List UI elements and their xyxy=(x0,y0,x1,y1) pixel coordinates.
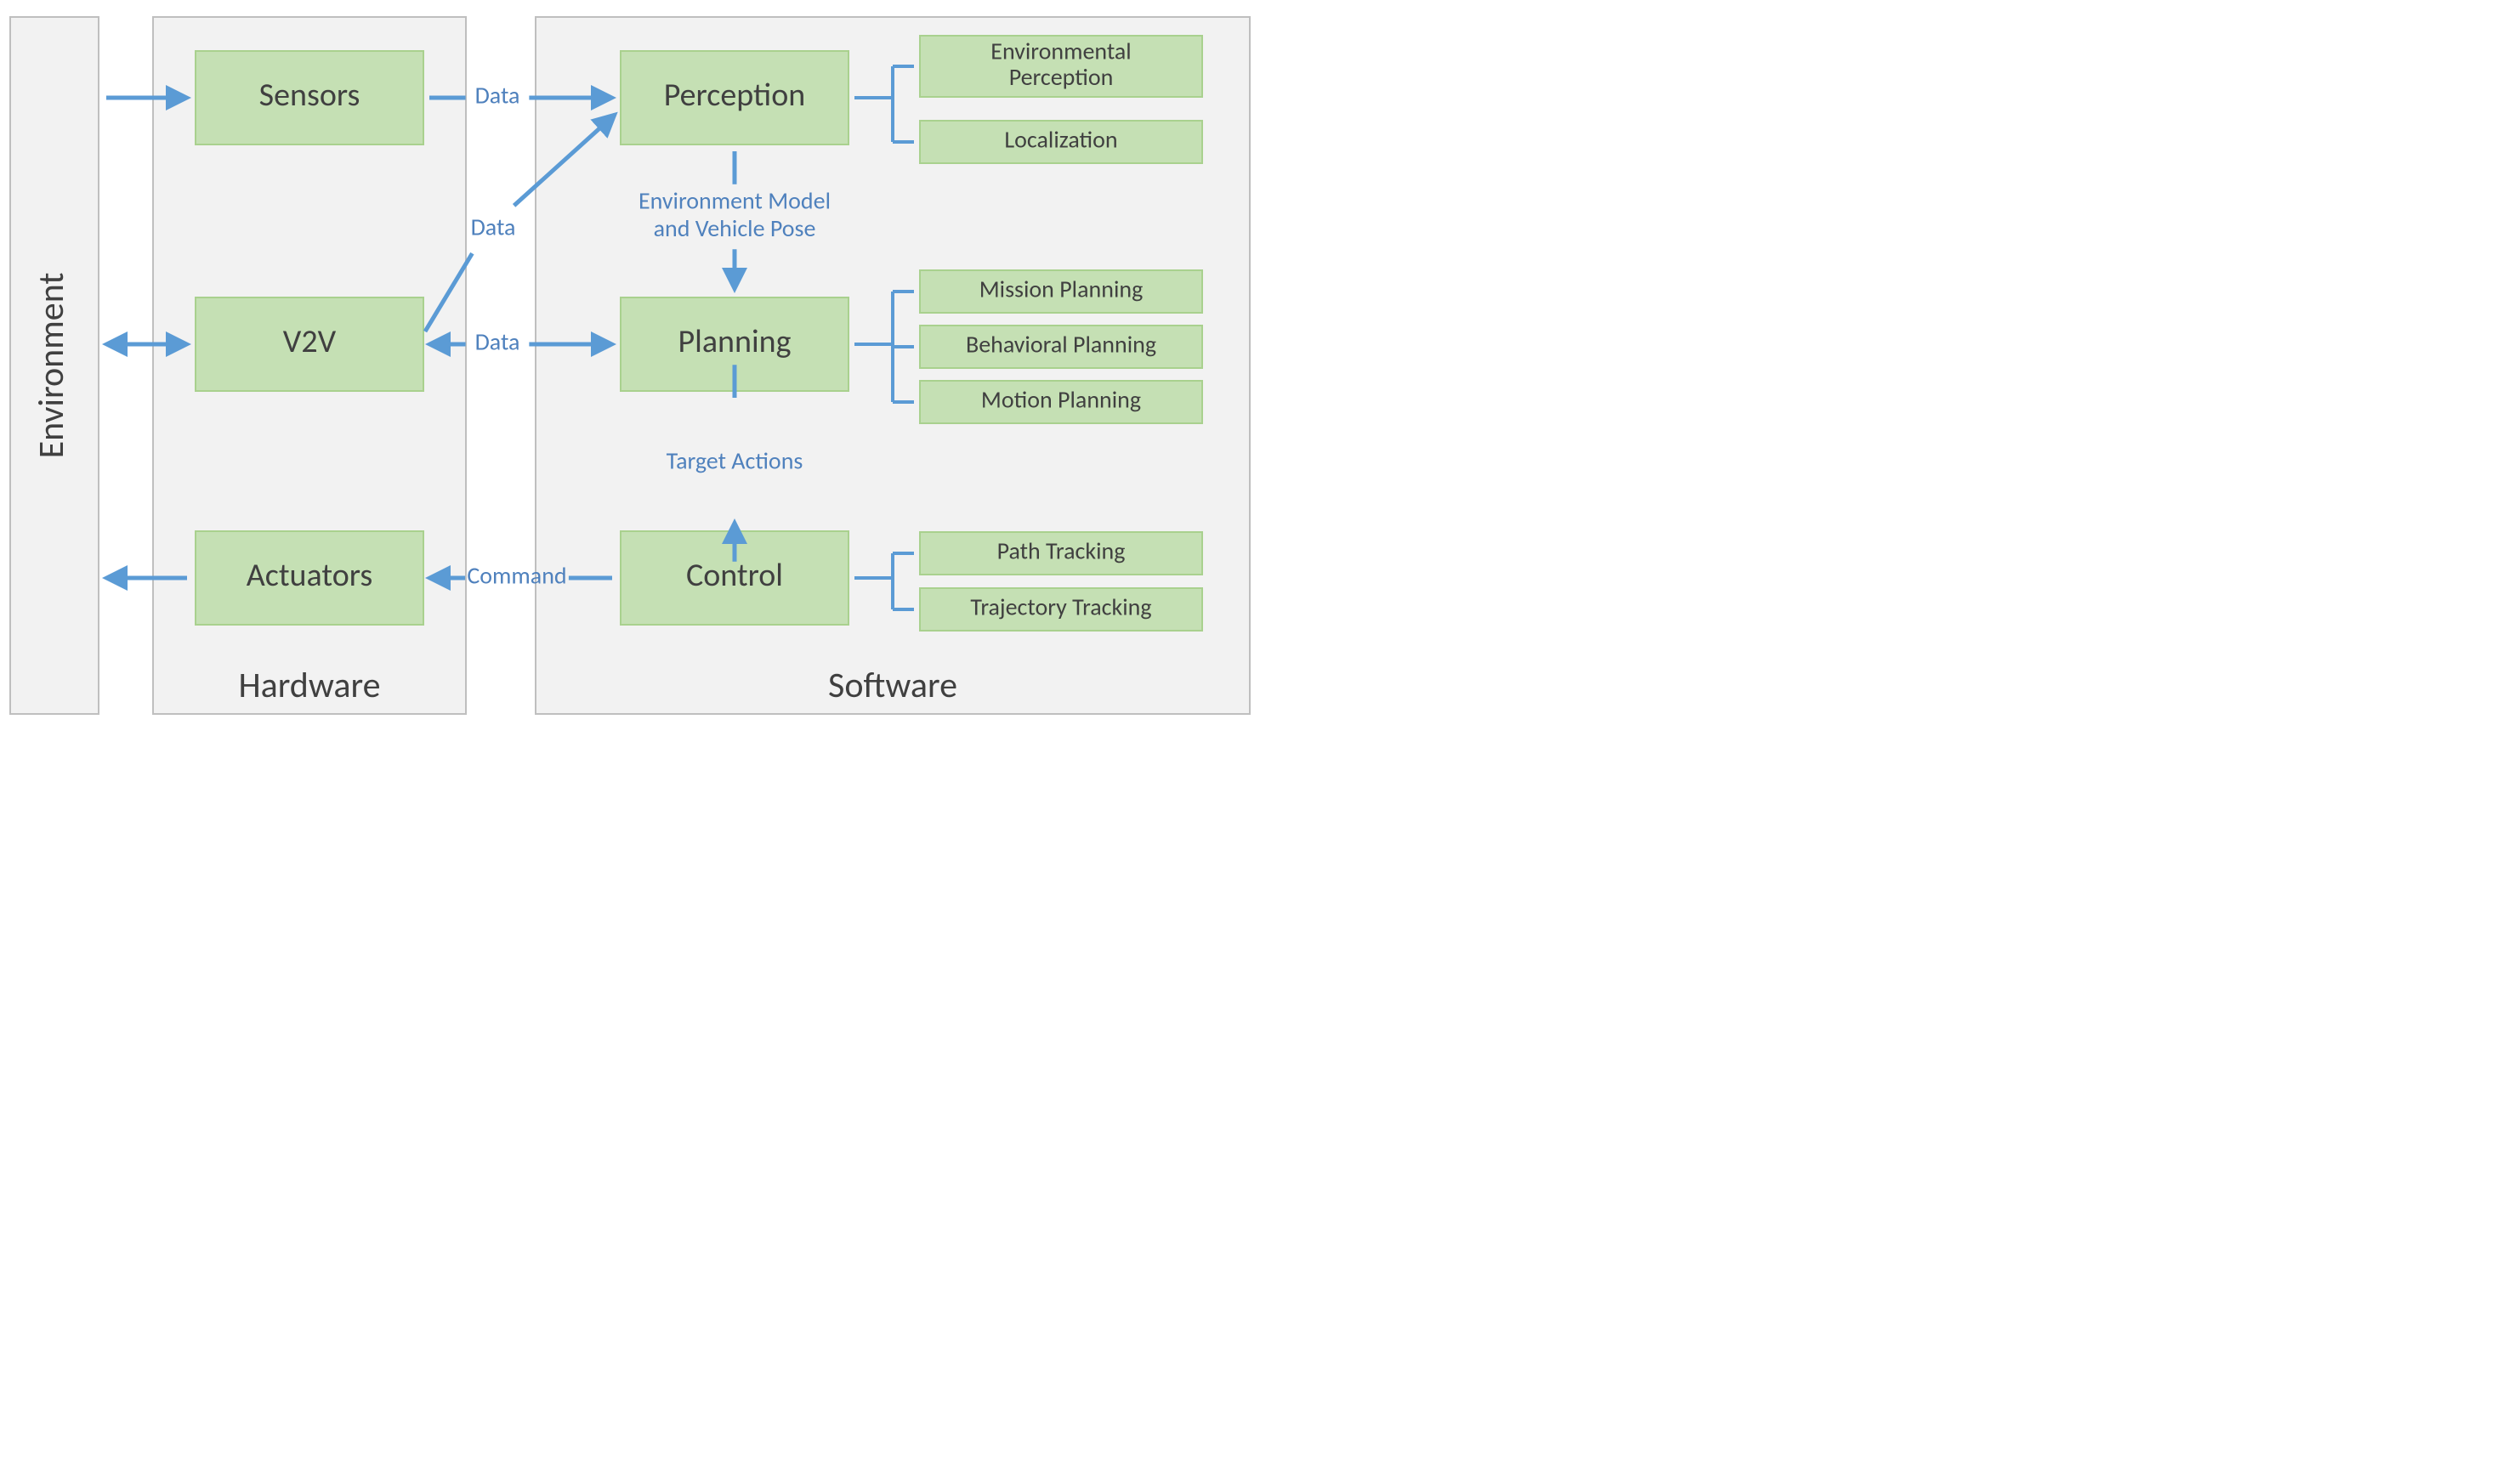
node-control-label: Control xyxy=(686,556,783,595)
node-behavioral_planning-label: Behavioral Planning xyxy=(966,330,1156,360)
edge-v2v-perc-label: Data xyxy=(471,212,516,242)
edge-control-actuators-label: Command xyxy=(467,561,566,591)
node-path_tracking-label: Path Tracking xyxy=(997,536,1126,566)
node-perception-label: Perception xyxy=(664,76,805,115)
edge-planning-control-label: Target Actions xyxy=(667,446,803,476)
edge-sensors-perc-label: Data xyxy=(475,81,520,110)
edge-v2v-planning-label: Data xyxy=(475,327,520,357)
panel-environment-label: Environment xyxy=(30,273,73,459)
node-motion_planning-label: Motion Planning xyxy=(981,385,1141,415)
panel-software-label: Software xyxy=(828,664,957,707)
node-sensors-label: Sensors xyxy=(259,76,360,115)
node-trajectory_tracking-label: Trajectory Tracking xyxy=(970,592,1151,622)
edge-perc-planning-label: Environment Model xyxy=(639,186,831,216)
node-env_perception-label: Perception xyxy=(1009,62,1114,92)
node-mission_planning-label: Mission Planning xyxy=(979,275,1144,304)
node-v2v-label: V2V xyxy=(283,322,337,361)
panel-hardware-label: Hardware xyxy=(238,664,380,707)
node-localization-label: Localization xyxy=(1004,125,1117,155)
node-actuators-label: Actuators xyxy=(247,556,372,595)
architecture-diagram: Sensors V2V Actuators Perception Planning Con… xyxy=(0,0,1260,742)
node-env_perception-label: Environmental xyxy=(990,36,1131,65)
node-planning-label: Planning xyxy=(678,322,791,361)
edge-perc-planning-label: and Vehicle Pose xyxy=(654,213,816,243)
